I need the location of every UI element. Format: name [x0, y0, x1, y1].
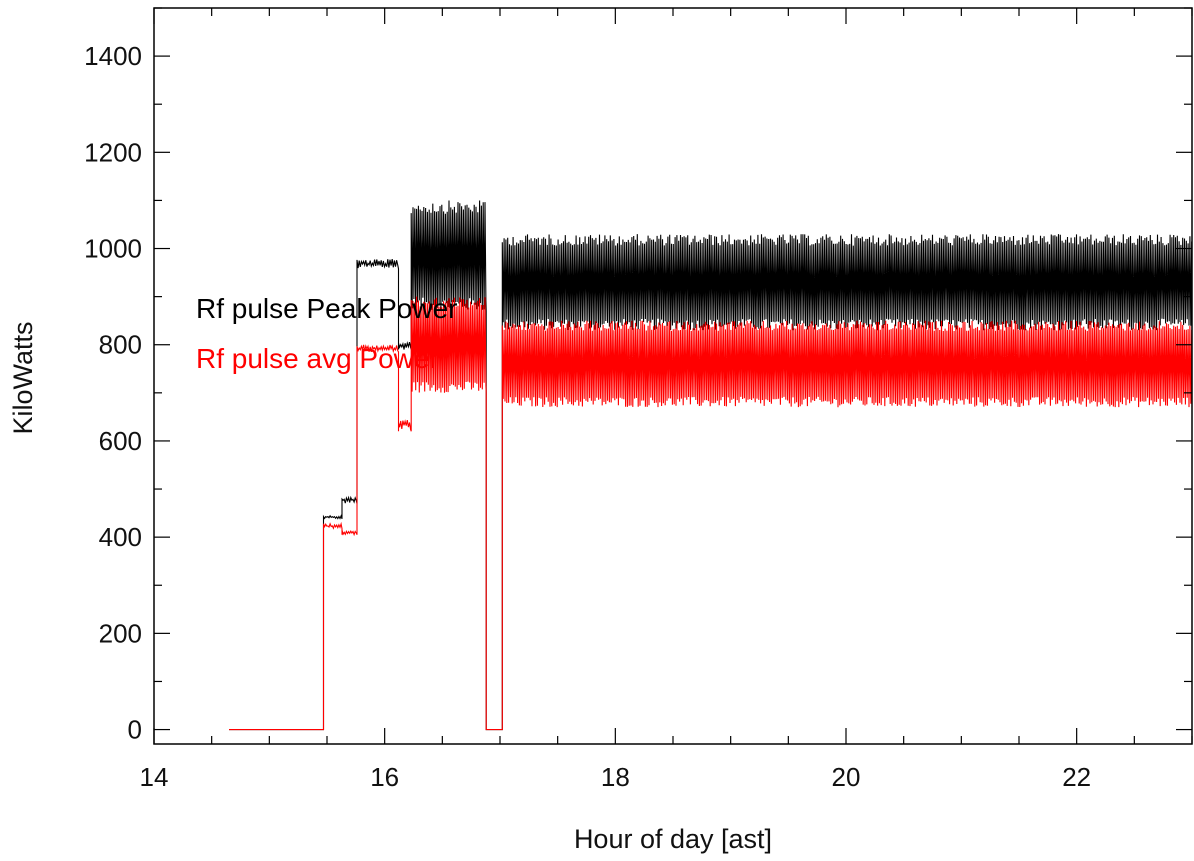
x-tick-label: 16 [370, 762, 399, 792]
x-axis-title: Hour of day [ast] [574, 824, 772, 854]
x-tick-label: 18 [601, 762, 630, 792]
x-tick-label: 14 [140, 762, 169, 792]
series-line-peak-power [229, 200, 1192, 731]
y-tick-label: 1400 [84, 41, 142, 71]
series-line-avg-power [229, 296, 1192, 731]
y-axis-title: KiloWatts [8, 321, 38, 434]
x-tick-label: 20 [832, 762, 861, 792]
y-tick-label: 1000 [84, 234, 142, 264]
y-tick-label: 600 [99, 426, 142, 456]
ticks-layer: 14 16 18 20 22 0 200 400 600 800 1000 1200 1400 [84, 7, 1193, 792]
y-tick-label: 1200 [84, 137, 142, 167]
legend-avg-power: Rf pulse avg Power [196, 343, 439, 374]
y-tick-label: 0 [128, 715, 142, 745]
legend-peak-power: Rf pulse Peak Power [196, 293, 457, 324]
y-tick-label: 200 [99, 618, 142, 648]
x-tick-label: 22 [1062, 762, 1091, 792]
y-tick-label: 800 [99, 330, 142, 360]
y-tick-label: 400 [99, 522, 142, 552]
series-layer [229, 200, 1192, 731]
